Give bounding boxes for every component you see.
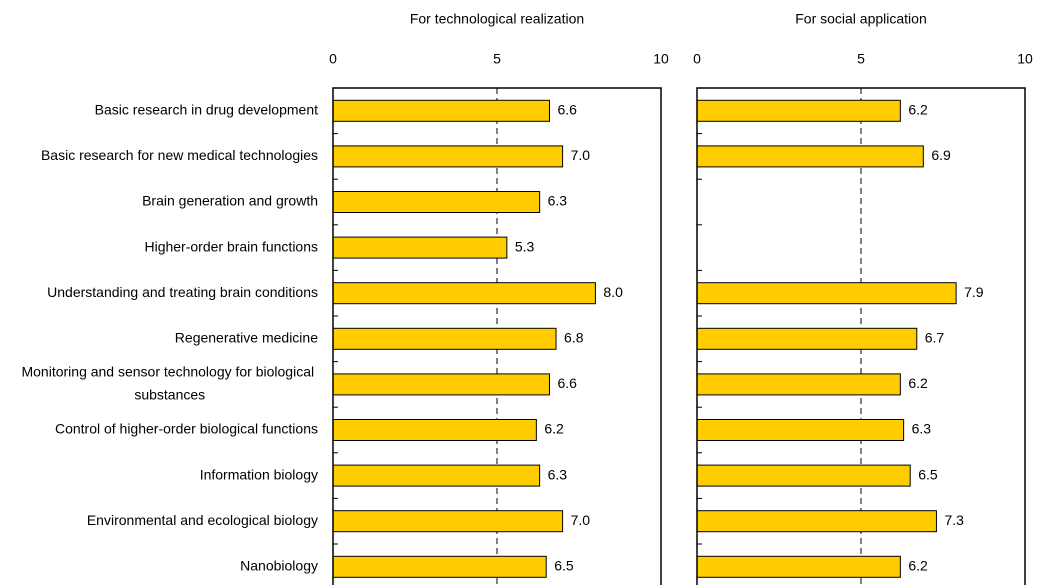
- bar: [332, 373, 550, 396]
- bar: [332, 282, 596, 305]
- value-label: 7.3: [944, 512, 964, 528]
- value-label: 6.2: [544, 421, 564, 437]
- value-label: 6.2: [908, 558, 928, 574]
- value-label: 6.6: [557, 375, 577, 391]
- bar: [332, 191, 541, 213]
- bar: [332, 510, 564, 533]
- bar: [332, 236, 508, 259]
- category-label: Understanding and treating brain conditi…: [47, 284, 318, 300]
- category-label: Regenerative medicine: [175, 330, 318, 346]
- x-tick-label: 10: [653, 51, 669, 67]
- bar: [696, 327, 918, 350]
- x-tick-label: 5: [493, 51, 501, 67]
- bar: [696, 373, 901, 396]
- value-label: 7.9: [964, 284, 984, 300]
- bar: [696, 464, 911, 487]
- category-label: Nanobiology: [240, 558, 318, 574]
- value-label: 6.3: [548, 193, 568, 209]
- category-label: Brain generation and growth: [142, 193, 318, 209]
- bar: [332, 555, 547, 578]
- bar: [696, 99, 901, 122]
- bar: [696, 282, 957, 305]
- panel-title: For technological realization: [410, 11, 584, 27]
- category-label: Higher-order brain functions: [144, 238, 318, 254]
- category-label: Environmental and ecological biology: [87, 512, 318, 528]
- bar: [696, 419, 905, 441]
- bar: [696, 510, 937, 533]
- bar: [332, 464, 541, 487]
- value-label: 6.2: [908, 375, 928, 391]
- category-label: Basic research for new medical technolog…: [41, 147, 318, 163]
- x-tick-label: 5: [857, 51, 865, 67]
- category-label: Information biology: [200, 466, 318, 482]
- category-label: Basic research in drug development: [95, 102, 318, 118]
- value-label: 8.0: [603, 284, 623, 300]
- bar: [332, 145, 564, 168]
- value-label: 6.6: [557, 102, 577, 118]
- value-label: 6.7: [925, 330, 945, 346]
- x-tick-label: 0: [693, 51, 701, 67]
- value-label: 6.3: [548, 466, 568, 482]
- category-label: Control of higher-order biological funct…: [55, 421, 318, 437]
- bar: [696, 145, 924, 168]
- plot-frame: [332, 87, 662, 585]
- x-tick-label: 10: [1017, 51, 1033, 67]
- bar: [332, 419, 537, 441]
- bar: [696, 555, 901, 578]
- x-tick-label: 0: [329, 51, 337, 67]
- value-label: 6.8: [564, 330, 584, 346]
- value-label: 7.0: [571, 147, 591, 163]
- value-label: 6.3: [912, 421, 932, 437]
- value-label: 6.5: [554, 558, 574, 574]
- value-label: 6.2: [908, 102, 928, 118]
- plot-frame: [696, 87, 1026, 585]
- bar: [332, 327, 557, 350]
- panel-title: For social application: [795, 11, 927, 27]
- value-label: 6.9: [931, 147, 951, 163]
- value-label: 6.5: [918, 466, 938, 482]
- category-label: Monitoring and sensor technology for bio…: [21, 363, 318, 402]
- bar: [332, 99, 550, 122]
- value-label: 7.0: [571, 512, 591, 528]
- value-label: 5.3: [515, 238, 535, 254]
